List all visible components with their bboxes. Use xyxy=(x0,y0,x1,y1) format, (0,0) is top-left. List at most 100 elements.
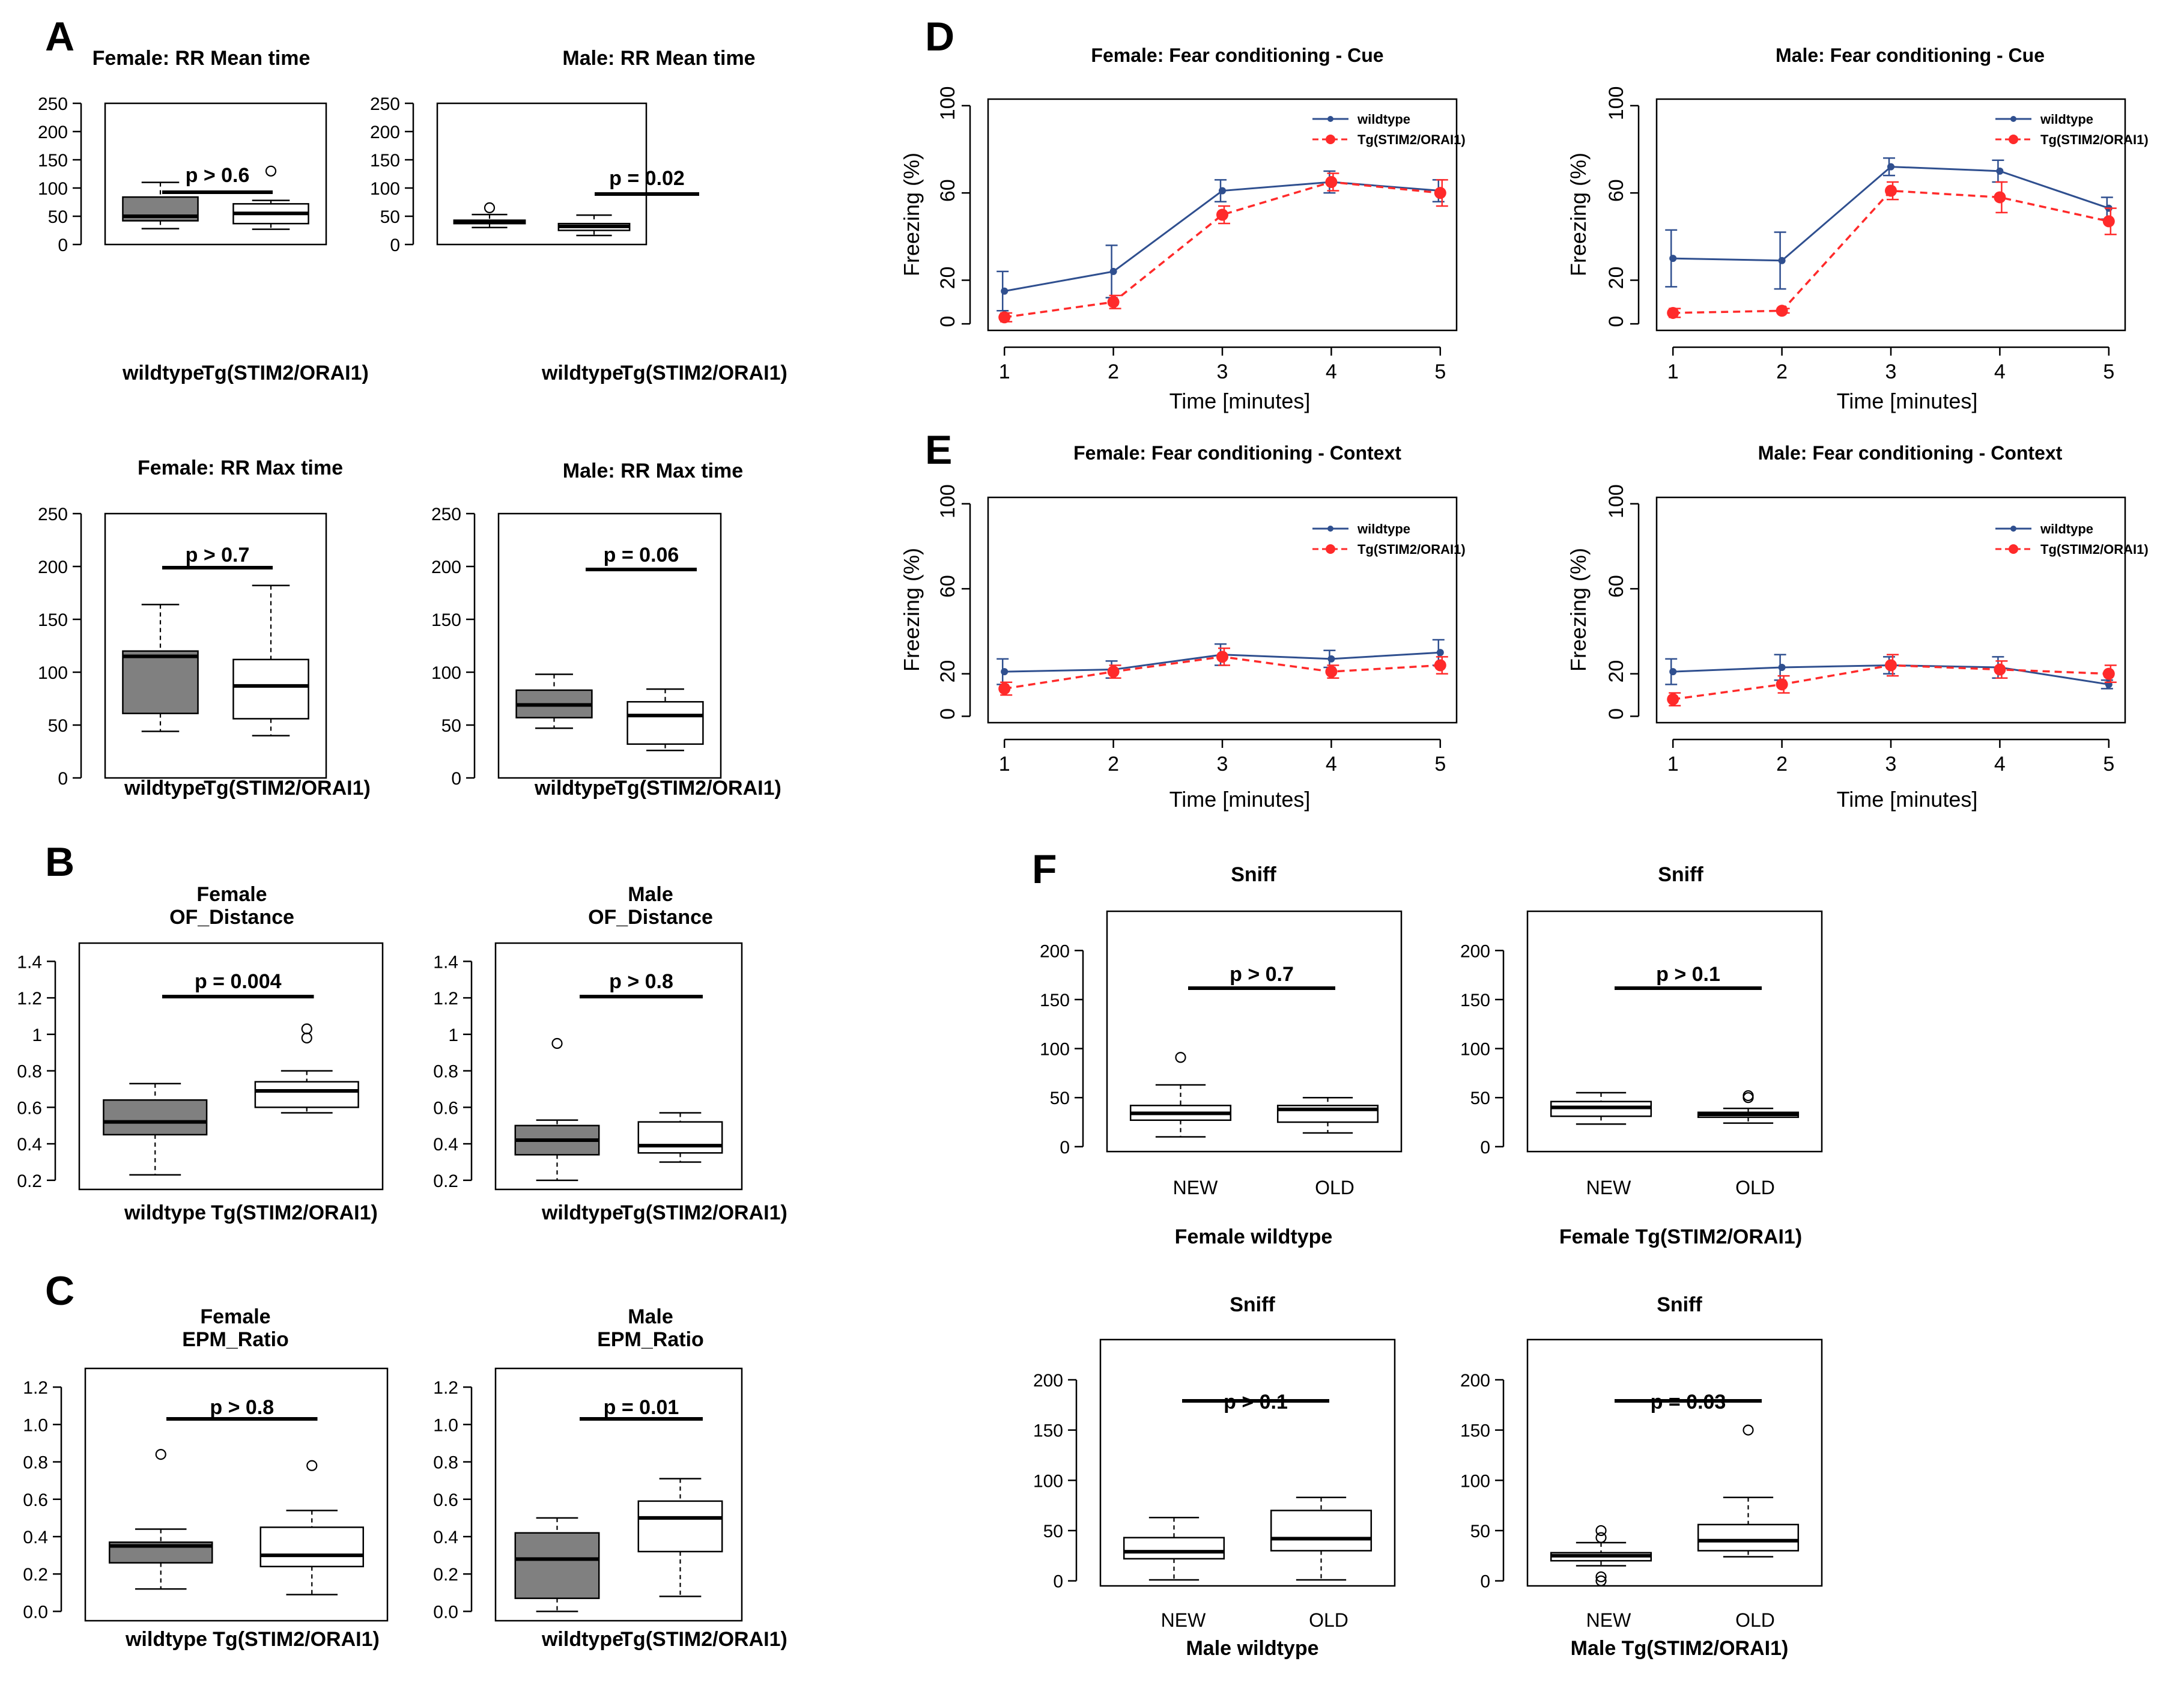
box-new xyxy=(1129,1052,1232,1138)
legend: wildtype Tg(STIM2/ORAI1) xyxy=(1995,112,2149,147)
legend-swatch-marker xyxy=(1327,116,1333,122)
data-point xyxy=(1216,208,1228,221)
panel-label-a: A xyxy=(45,14,74,59)
x-tick-label: 4 xyxy=(1326,753,1337,776)
y-tick-label: 100 xyxy=(370,179,400,199)
y-tick-label: 0 xyxy=(451,769,461,789)
y-tick-label: 0 xyxy=(1605,316,1628,327)
legend-label: wildtype xyxy=(1357,112,1410,127)
data-point xyxy=(998,311,1011,324)
y-tick-label: 0.8 xyxy=(433,1062,458,1082)
data-point xyxy=(1887,163,1894,171)
box-wildtype xyxy=(103,1082,208,1176)
y-tick-label: 100 xyxy=(936,87,959,121)
y-tick-label: 50 xyxy=(1050,1088,1070,1108)
y-tick-label: 0.6 xyxy=(433,1098,458,1118)
y-tick-label: 1.2 xyxy=(23,1378,48,1398)
chart-e2: Male: Fear conditioning - Context 0 20 60 10… xyxy=(1566,442,2149,812)
plot-frame xyxy=(1526,1338,1823,1587)
x-category-label: OLD xyxy=(1735,1609,1775,1631)
y-tick-label: 150 xyxy=(370,151,400,171)
y-tick-label: 1.2 xyxy=(17,989,42,1009)
box-tg-stim2-orai1 xyxy=(557,214,631,237)
x-category-label: wildtype xyxy=(541,1628,623,1651)
y-tick-label: 0.2 xyxy=(23,1565,48,1585)
x-axis-title: Female wildtype xyxy=(1175,1225,1333,1248)
box-tg-stim2-orai1 xyxy=(232,584,309,736)
box-iqr xyxy=(122,650,199,714)
y-tick-label: 1.0 xyxy=(23,1415,48,1435)
data-point xyxy=(1109,267,1117,275)
panel-label-d: D xyxy=(925,14,954,59)
plot-frame xyxy=(104,512,327,779)
plot-frame xyxy=(1655,98,2126,332)
data-point xyxy=(2102,667,2115,680)
outlier-point xyxy=(301,1023,312,1034)
y-tick-label: 0 xyxy=(1060,1138,1070,1158)
series-tg-stim2-orai1 xyxy=(998,647,1448,696)
data-point xyxy=(1778,664,1786,672)
plot-frame xyxy=(1655,496,2126,724)
y-tick-label: 150 xyxy=(431,610,461,630)
outlier-point xyxy=(1595,1532,1607,1543)
y-tick-label: 20 xyxy=(1605,267,1628,290)
y-tick-label: 50 xyxy=(380,207,400,227)
chart-title: Female: RR Max time xyxy=(138,457,343,479)
legend-label: Tg(STIM2/ORAI1) xyxy=(2040,542,2149,557)
data-point xyxy=(1996,167,2004,175)
y-tick-label: 200 xyxy=(370,123,400,142)
data-point xyxy=(1667,693,1679,706)
outlier-point xyxy=(301,1032,312,1044)
x-category-label: Tg(STIM2/ORAI1) xyxy=(204,777,371,800)
y-tick-label: 50 xyxy=(1043,1522,1063,1541)
box-iqr xyxy=(259,1526,365,1568)
y-tick-label: 0.2 xyxy=(433,1171,458,1191)
x-category-label: NEW xyxy=(1173,1177,1218,1198)
y-tick-label: 0 xyxy=(390,235,400,255)
y-tick-label: 1.4 xyxy=(17,952,42,972)
data-point xyxy=(1436,649,1444,657)
outlier-point xyxy=(1743,1424,1754,1436)
y-tick-label: 150 xyxy=(1460,1421,1490,1441)
data-point xyxy=(1001,668,1009,676)
box-tg-stim2-orai1 xyxy=(637,1112,723,1163)
y-tick-label: 100 xyxy=(1460,1471,1490,1491)
outlier-point xyxy=(1175,1052,1186,1063)
chart-title: Sniff xyxy=(1657,1293,1702,1316)
outlier-point xyxy=(1595,1525,1607,1537)
p-value-label: p > 0.1 xyxy=(1224,1391,1288,1413)
legend: wildtype Tg(STIM2/ORAI1) xyxy=(1312,112,1466,147)
legend-swatch-marker xyxy=(2009,135,2018,144)
chart-f4: Sniff 0 50 100 150 200 p = 0.03 NEW OLD Male Tg(S… xyxy=(1460,1293,1823,1660)
y-tick-label: 0.4 xyxy=(17,1135,42,1155)
y-tick-label: 150 xyxy=(1460,991,1490,1010)
box-wildtype xyxy=(122,604,199,732)
plot-frame xyxy=(104,102,327,246)
data-point xyxy=(1325,666,1338,678)
legend-swatch-marker xyxy=(2009,544,2018,554)
y-tick-label: 150 xyxy=(38,610,68,630)
chart-a1: Female: RR Mean time 0 50 100 150 200 250 p > 0… xyxy=(38,47,369,384)
data-point xyxy=(1885,184,1897,197)
box-iqr xyxy=(1270,1510,1373,1552)
outlier-point xyxy=(1743,1090,1754,1102)
x-tick-label: 1 xyxy=(999,753,1010,776)
x-axis-title: Time [minutes] xyxy=(1837,787,1978,812)
chart-title: OF_Distance xyxy=(588,906,713,929)
box-iqr xyxy=(103,1099,208,1136)
data-point xyxy=(1001,287,1009,295)
data-point xyxy=(1107,666,1120,678)
box-old xyxy=(1276,1096,1379,1134)
y-tick-label: 100 xyxy=(1460,1040,1490,1060)
y-tick-label: 1.4 xyxy=(433,952,458,972)
y-tick-label: 60 xyxy=(1605,575,1628,598)
series-tg-stim2-orai1 xyxy=(1667,654,2117,706)
y-tick-label: 20 xyxy=(1605,660,1628,683)
y-axis-title: Freezing (%) xyxy=(899,153,924,276)
chart-title: Female xyxy=(196,883,267,906)
x-category-label: wildtype xyxy=(125,1628,207,1651)
x-tick-label: 1 xyxy=(1667,753,1679,776)
